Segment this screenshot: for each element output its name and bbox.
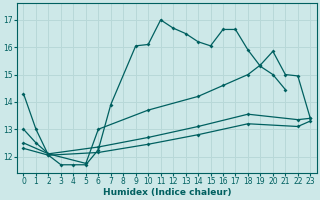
X-axis label: Humidex (Indice chaleur): Humidex (Indice chaleur) bbox=[103, 188, 231, 197]
